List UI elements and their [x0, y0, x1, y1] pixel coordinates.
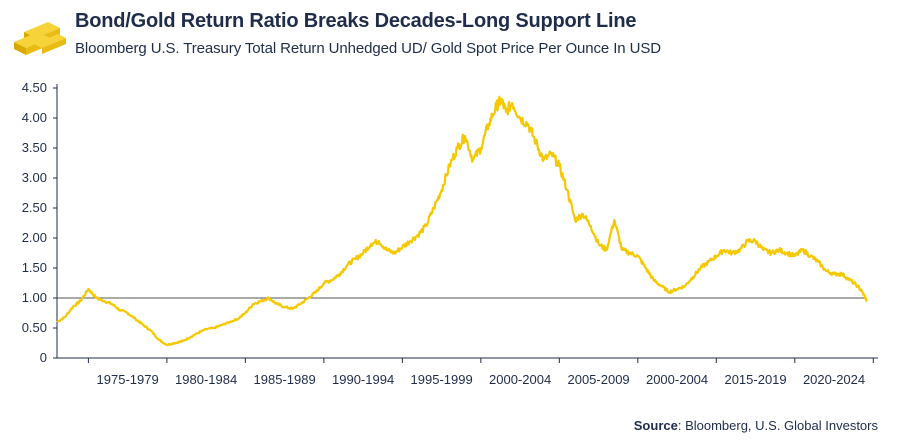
x-tick-label: 2000-2004: [646, 372, 708, 387]
gold-bars-icon: [14, 22, 66, 55]
x-tick-label: 1975-1979: [97, 372, 159, 387]
y-tick-label: 0.50: [22, 320, 47, 335]
y-tick-label: 2.00: [22, 230, 47, 245]
x-tick-label: 2020-2024: [803, 372, 865, 387]
y-axis: 0 0.50 1.00 1.50 2.00 2.50 3.00 3.50 4.00 4.50: [22, 80, 58, 365]
series-group: [56, 95, 868, 347]
x-tick-label: 2015-2019: [724, 372, 786, 387]
source-text: : Bloomberg, U.S. Global Investors: [677, 418, 878, 433]
chart-subtitle: Bloomberg U.S. Treasury Total Return Unh…: [75, 40, 661, 57]
chart-header: Bond/Gold Return Ratio Breaks Decades-Lo…: [0, 0, 918, 70]
chart-title: Bond/Gold Return Ratio Breaks Decades-Lo…: [75, 10, 637, 32]
y-tick-label: 0: [40, 350, 47, 365]
y-tick-label: 1.00: [22, 290, 47, 305]
x-tick-label: 2000-2004: [489, 372, 551, 387]
bond-gold-ratio-line: [56, 95, 868, 347]
y-tick-label: 3.00: [22, 170, 47, 185]
x-tick-label: 2005-2009: [567, 372, 629, 387]
y-tick-label: 1.50: [22, 260, 47, 275]
x-axis: 1975-1979 1980-1984 1985-1989 1990-1994 1995…: [57, 357, 878, 387]
source-label: Source: [633, 418, 678, 433]
y-tick-label: 4.50: [22, 80, 47, 95]
y-tick-label: 4.00: [22, 110, 47, 125]
y-tick-label: 2.50: [22, 200, 47, 215]
line-chart: 0 0.50 1.00 1.50 2.00 2.50 3.00 3.50 4.00 4.50 19…: [22, 80, 878, 387]
x-tick-label: 1980-1984: [175, 372, 237, 387]
y-tick-label: 3.50: [22, 140, 47, 155]
x-tick-label: 1985-1989: [254, 372, 316, 387]
source-note: Source: Bloomberg, U.S. Global Investors: [634, 418, 878, 433]
x-tick-label: 1990-1994: [332, 372, 394, 387]
x-tick-label: 1995-1999: [411, 372, 473, 387]
